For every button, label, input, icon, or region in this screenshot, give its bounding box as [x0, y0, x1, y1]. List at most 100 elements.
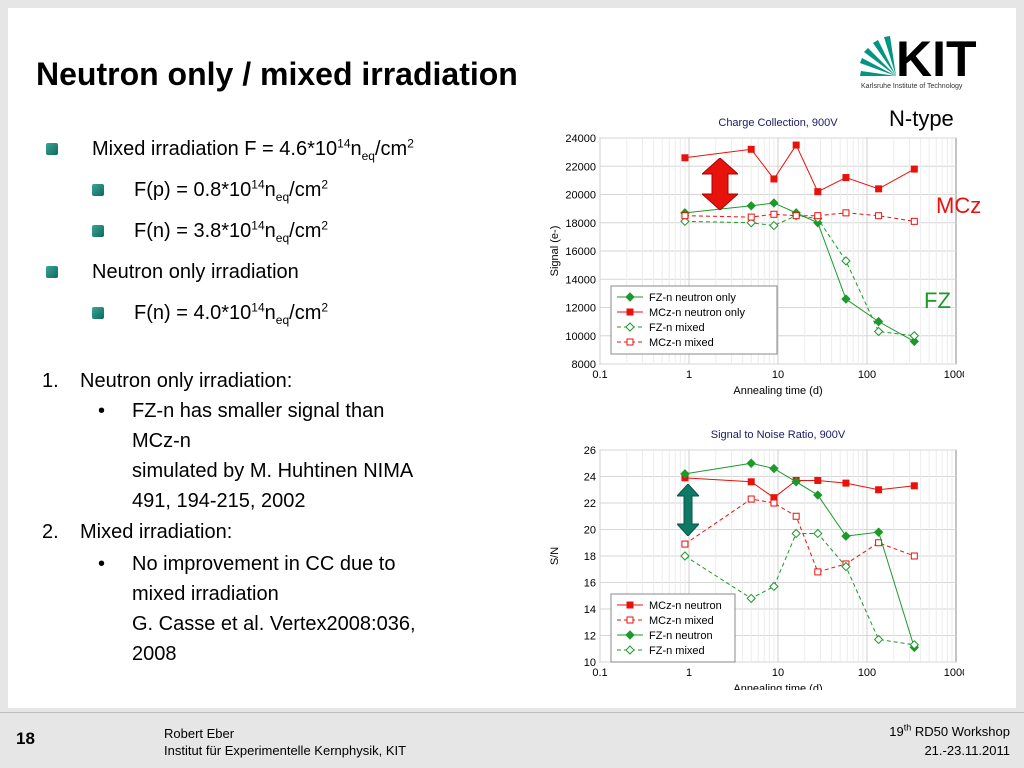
y-tick-label: 20000: [565, 190, 596, 202]
data-point: [910, 552, 918, 560]
data-point: [626, 338, 634, 346]
legend-entry: MCz-n neutron: [649, 600, 722, 612]
data-point: [681, 540, 689, 548]
legend-entry: FZ-n neutron only: [649, 292, 736, 304]
y-tick-label: 10000: [565, 331, 596, 343]
legend: MCz-n neutron MCz-n mixed FZ-n neutron FZ-n…: [610, 593, 736, 663]
data-point: [909, 336, 920, 347]
y-tick-label: 12000: [565, 303, 596, 315]
x-axis-label: Annealing time (d): [733, 385, 822, 397]
data-point: [747, 145, 755, 153]
legend: FZ-n neutron only MCz-n neutron only FZ-n …: [610, 285, 778, 355]
data-point: [910, 482, 918, 490]
data-point: [746, 201, 756, 211]
x-tick-label: 0.1: [592, 667, 607, 679]
y-tick-label: 12: [584, 631, 596, 643]
footer-divider: [0, 712, 1024, 713]
legend-entry: MCz-n mixed: [649, 337, 714, 349]
data-point: [814, 476, 822, 484]
data-point: [769, 581, 779, 592]
mcz-label: MCz: [936, 193, 982, 218]
list-number-1: 1.: [42, 370, 59, 392]
bullet-square-icon: [46, 266, 58, 278]
data-point: [746, 593, 756, 604]
series-group: [681, 141, 918, 196]
data-point: [841, 561, 851, 572]
data-point: [813, 490, 823, 500]
bullet-fp: F(p) = 0.8*1014neq/cm2: [134, 177, 329, 204]
legend-entry: MCz-n neutron only: [649, 307, 745, 319]
page-number: 18: [16, 729, 35, 748]
data-point: [873, 326, 884, 337]
data-point: [792, 212, 800, 220]
data-point: [769, 463, 779, 474]
data-point: [873, 527, 884, 537]
data-point: [746, 218, 756, 228]
x-tick-label: 0.1: [592, 369, 607, 381]
x-tick-label: 100: [858, 369, 876, 381]
series-line: [684, 212, 915, 222]
bullet-square-icon: [92, 225, 104, 237]
data-point: [842, 479, 850, 487]
data-point: [625, 630, 635, 640]
data-point: [842, 174, 850, 182]
list-number-2: 2.: [42, 521, 59, 543]
bullet-fn-neutron: F(n) = 4.0*1014neq/cm2: [134, 300, 329, 327]
data-point: [813, 528, 823, 539]
y-tick-label: 24: [584, 472, 596, 484]
data-point: [910, 217, 918, 225]
list-bullet: •: [98, 400, 106, 422]
y-tick-label: 10: [584, 657, 596, 669]
charge-collection-chart: Charge Collection, 900V 8000 10000 12000 140…: [549, 117, 964, 397]
kit-logo: KIT: [860, 31, 977, 87]
x-tick-label: 10: [772, 369, 784, 381]
x-tick-label: 1: [686, 667, 692, 679]
bullet-square-icon: [92, 307, 104, 319]
data-point: [873, 316, 884, 327]
data-point: [873, 634, 884, 645]
series-group: [680, 528, 920, 650]
bullet-neutron-only: Neutron only irradiation: [92, 261, 299, 283]
y-tick-label: 20: [584, 525, 596, 537]
y-tick-label: 22: [584, 498, 596, 510]
legend-entry: MCz-n mixed: [649, 615, 714, 627]
y-axis-label: S/N: [549, 547, 561, 565]
legend-entry: FZ-n mixed: [649, 322, 705, 334]
data-point: [680, 551, 690, 561]
y-tick-label: 26: [584, 445, 596, 457]
legend-entry: FZ-n mixed: [649, 645, 705, 657]
chart-title: Charge Collection, 900V: [718, 117, 838, 129]
data-point: [875, 486, 883, 494]
bullet-square-icon: [46, 143, 58, 155]
data-point: [842, 209, 850, 217]
data-point: [770, 175, 778, 183]
data-point: [875, 185, 883, 193]
x-tick-label: 1000: [944, 369, 964, 381]
data-point: [909, 331, 920, 341]
page-title: Neutron only / mixed irradiation: [36, 56, 518, 92]
x-tick-label: 1: [686, 369, 692, 381]
bullet-square-icon: [92, 184, 104, 196]
data-point: [625, 292, 635, 302]
signal-to-noise-chart: Signal to Noise Ratio, 900V 10 12 14 16 18 20 2…: [549, 429, 964, 690]
data-point: [769, 220, 779, 231]
y-tick-label: 24000: [565, 133, 596, 145]
n-type-label: N-type: [889, 106, 954, 131]
y-tick-label: 16000: [565, 246, 596, 258]
data-point: [814, 188, 822, 196]
footer-workshop: 19th RD50 Workshop 21.-23.11.2011: [889, 722, 1010, 758]
data-point: [747, 213, 755, 221]
x-axis-label: Annealing time (d): [733, 683, 822, 690]
logo-fan-icon: [860, 36, 896, 76]
data-point: [746, 458, 756, 468]
y-axis-label: Signal (e-): [549, 226, 561, 277]
bullet-fn-mixed: F(n) = 3.8*1014neq/cm2: [134, 218, 329, 245]
data-point: [792, 512, 800, 520]
data-point: [681, 212, 689, 220]
data-point: [841, 256, 851, 266]
chart-title: Signal to Noise Ratio, 900V: [711, 429, 846, 441]
series-group: [681, 209, 918, 225]
data-point: [791, 528, 801, 539]
data-point: [680, 216, 690, 227]
data-point: [910, 165, 918, 173]
